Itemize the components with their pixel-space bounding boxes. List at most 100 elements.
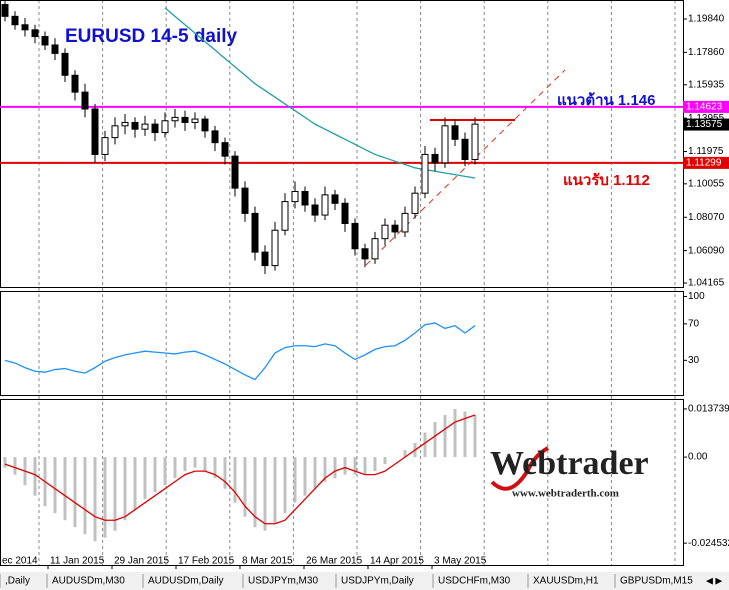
histogram-bar (323, 457, 327, 482)
histogram-bar (143, 457, 147, 500)
x-tick-label: 11 Jan 2015 (50, 556, 105, 567)
candle-body (71, 74, 79, 93)
annotation: แนวต้าน 1.146 (557, 92, 655, 109)
y-tick-label: 1.08070 (688, 212, 725, 223)
candle-body (321, 194, 329, 216)
histogram-bar (383, 457, 387, 465)
histogram-bar (113, 457, 117, 531)
histogram-bar (53, 457, 57, 514)
histogram-bar (313, 457, 317, 489)
rsi-line (4, 322, 476, 381)
candle-body (461, 138, 469, 161)
histogram-bar (303, 457, 307, 496)
candle-body (241, 187, 249, 214)
histogram-bar (73, 457, 77, 528)
candle-body (151, 123, 159, 134)
histogram-bar (333, 457, 337, 479)
y-tick-label: 100 (688, 291, 705, 302)
tab[interactable]: GBPUSDm,M15 (620, 576, 693, 587)
candle-body (371, 238, 379, 260)
candle-body (61, 52, 69, 76)
candle-body (51, 44, 59, 54)
tab[interactable]: USDJPYm,M30 (248, 576, 318, 587)
tab[interactable]: AUDUSDm,M30 (52, 576, 125, 587)
histogram-bar (83, 457, 87, 535)
x-tick-label: 17 Feb 2015 (178, 556, 235, 567)
histogram-bar (473, 415, 477, 458)
tab[interactable]: XAUUSDm,H1 (533, 576, 599, 587)
candle-body (11, 15, 19, 26)
candle-body (421, 153, 429, 194)
logo-swoosh (490, 446, 549, 491)
histogram-bar (453, 409, 457, 458)
y-tick-label: 30 (688, 355, 700, 366)
level-tag (683, 118, 729, 131)
histogram-bar (3, 457, 7, 468)
y-tick-label: 0.00 (688, 452, 708, 463)
histogram-bar (233, 457, 237, 503)
tab-scroll: ◀ ▶ (706, 575, 722, 585)
candle-body (111, 125, 119, 139)
x-tick-label: 3 May 2015 (434, 556, 487, 567)
y-tick-label: 1.17860 (688, 47, 725, 58)
level-tag-label: 1.14623 (686, 102, 723, 113)
candle-body (211, 130, 219, 144)
panel-frame (0, 291, 684, 396)
y-tick-label: -0.024532 (688, 538, 729, 549)
tab-bar (0, 572, 729, 590)
y-tick-label: 1.04165 (688, 278, 725, 289)
candle-body (381, 224, 389, 240)
tab[interactable]: USDCHFm,M30 (438, 576, 511, 587)
histogram-bar (203, 457, 207, 472)
candle-body (171, 116, 179, 122)
panel-frame (0, 0, 684, 288)
histogram-bar (93, 457, 97, 542)
signal-line (4, 414, 476, 525)
grid (38, 0, 676, 565)
histogram-bar (13, 457, 17, 475)
level-tag (683, 156, 729, 169)
tab[interactable]: USDJPYm,Daily (341, 576, 414, 587)
candle-body (451, 125, 459, 140)
y-tick-label: 70 (688, 318, 700, 329)
histogram-bar (163, 457, 167, 486)
histogram-bar (173, 457, 177, 479)
histogram-bar (243, 457, 247, 517)
candle-body (291, 191, 299, 203)
candle-body (181, 116, 189, 123)
candle-body (411, 192, 419, 214)
trend-line (365, 69, 566, 266)
x-tick-label: 8 Mar 2015 (242, 556, 293, 567)
y-tick-label: 1.19840 (688, 14, 725, 25)
histogram-bar (123, 457, 127, 521)
candle-body (91, 108, 99, 155)
tab[interactable]: AUDUSDm,Daily (148, 576, 224, 587)
y-tick-label: 1.15935 (688, 79, 725, 90)
histogram-bar (443, 415, 447, 458)
histogram-bar (193, 457, 197, 468)
candle-body (141, 123, 149, 130)
candle-body (361, 248, 369, 260)
tab[interactable]: ,Daily (5, 576, 30, 587)
histogram-bar (353, 457, 357, 475)
y-tick-label: 1.13955 (688, 113, 725, 124)
candle-body (471, 123, 479, 161)
level-tag-label: 1.11299 (686, 158, 722, 169)
histogram-bar (253, 457, 257, 528)
x-tick-label: ec 2014 (2, 556, 38, 567)
candle-body (301, 191, 309, 206)
histogram-bar (293, 457, 297, 503)
histogram-bar (373, 457, 377, 472)
y-tick-label: 1.10055 (688, 178, 725, 189)
histogram-bar (33, 457, 37, 496)
candle-body (311, 204, 319, 216)
histogram-bar (153, 457, 157, 493)
logo-url: www.webtraderth.com (512, 488, 619, 500)
candle-body (271, 229, 279, 267)
x-tick-label: 14 Apr 2015 (370, 556, 424, 567)
y-tick-label: 0.013739 (688, 404, 729, 415)
histogram-bar (63, 457, 67, 521)
y-tick-label: 1.06090 (688, 245, 725, 256)
histogram-bar (433, 422, 437, 458)
